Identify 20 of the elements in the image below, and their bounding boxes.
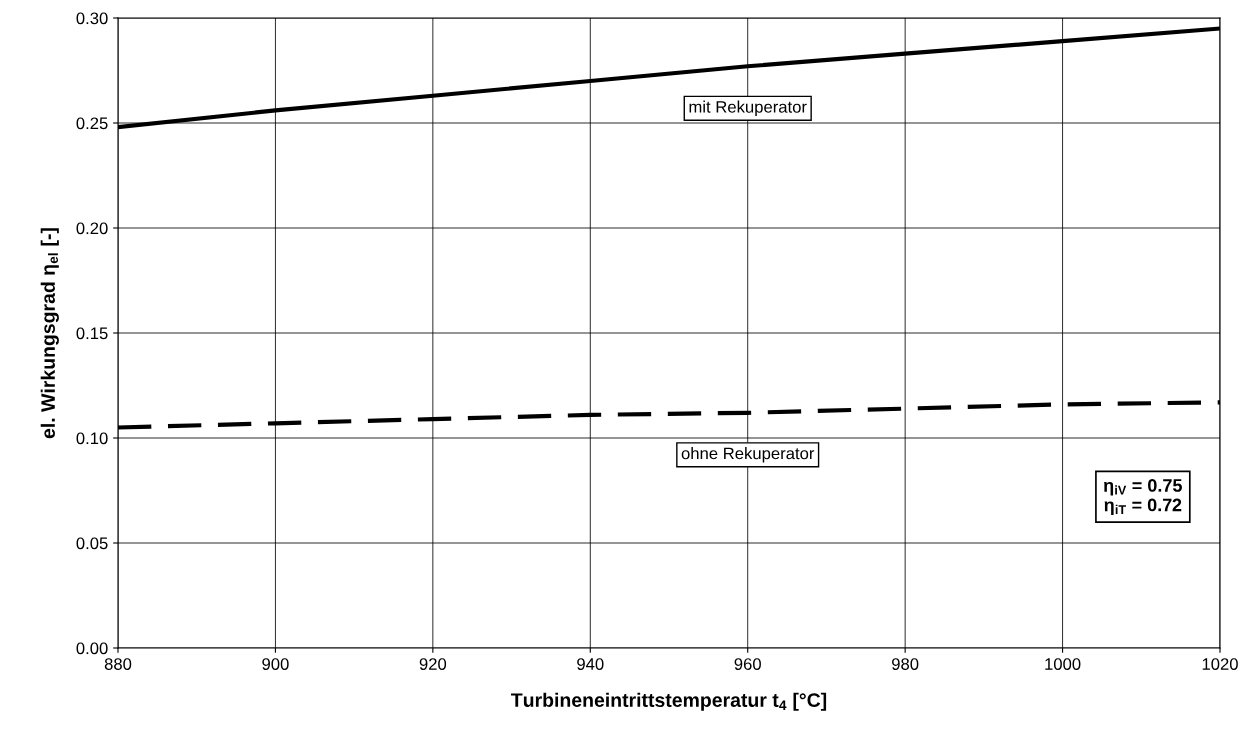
x-tick-label: 980 (892, 658, 919, 670)
y-tick-label: 0.25 (76, 117, 108, 130)
x-tick-label: 940 (577, 658, 604, 670)
y-axis-title: el. Wirkungsgrad η$_{el}$ [-] (40, 228, 59, 439)
y-tick-label: 0.10 (76, 432, 108, 445)
text: ohne Rekuperator (681, 447, 815, 463)
y-tick-label: 0.15 (76, 327, 108, 340)
y-tick-label: 0.20 (76, 222, 108, 235)
y-tick-label: 0.05 (76, 537, 108, 550)
x-tick-label: 880 (104, 658, 132, 670)
y-tick-label: 0.30 (76, 12, 108, 25)
annotation: η$_{iV}$ = 0.75 η$_{iT}$ = 0.72 (1104, 479, 1182, 515)
x-tick-label: 1000 (1045, 658, 1081, 670)
x-tick-label: 960 (734, 658, 761, 670)
x-tick-label: 1020 (1202, 658, 1238, 670)
x-tick-label: 900 (262, 658, 289, 670)
x-tick-label: 920 (419, 658, 447, 670)
x-axis-title: Turbineneintrittstemperatur t$_{4}$ [°C] (511, 692, 827, 711)
y-tick-label: 0.00 (76, 642, 108, 655)
series-label: mit Rekuperator (689, 100, 807, 117)
